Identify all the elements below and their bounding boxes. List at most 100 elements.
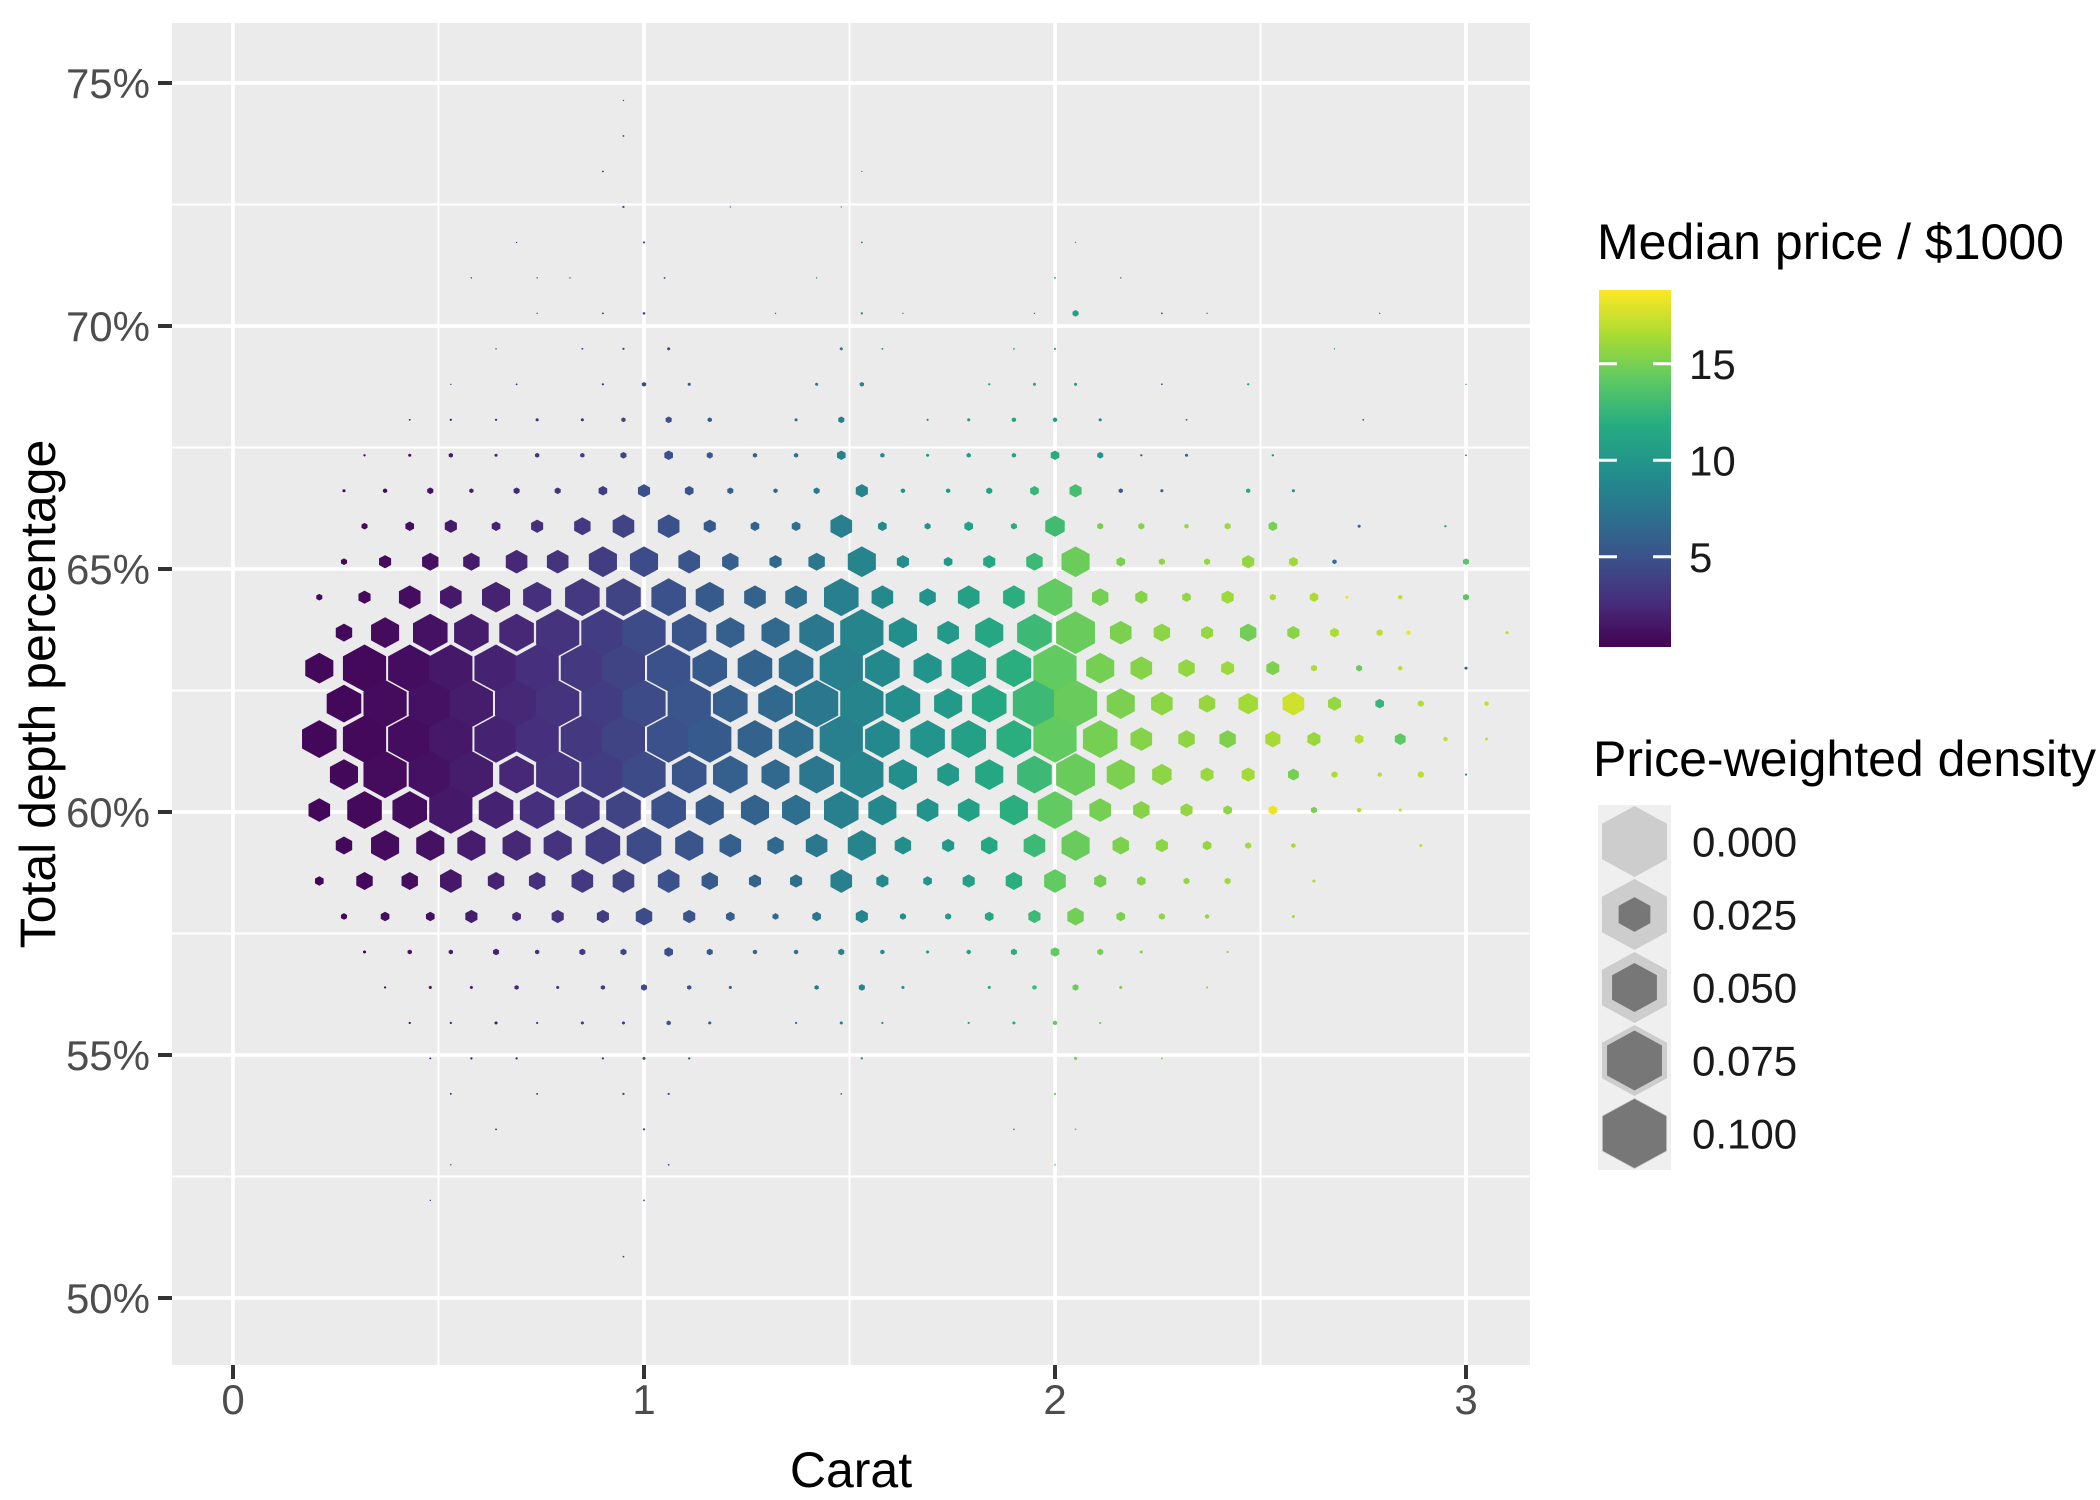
size-legend-label: 0.050 (1692, 965, 1797, 1012)
hexagon (858, 984, 865, 991)
hexagon (1291, 843, 1296, 848)
hexagon (536, 1092, 539, 1095)
hexagon (546, 549, 569, 574)
hexagon (878, 521, 887, 531)
hexagon (793, 949, 799, 955)
hexagon (729, 206, 731, 208)
hexagon (957, 585, 980, 610)
hexagon (1098, 418, 1102, 422)
hexagon (602, 312, 604, 315)
hexagon (444, 519, 457, 533)
legend-key-hexagon (1618, 897, 1651, 932)
hexagon (813, 487, 820, 495)
hexagon (1310, 664, 1317, 672)
hexagon (1012, 679, 1057, 728)
hexagon (1135, 590, 1148, 604)
hexagon (494, 1021, 498, 1025)
hexagon (1026, 552, 1043, 571)
hexagon (722, 552, 739, 571)
x-tick-label: 3 (1454, 1376, 1477, 1423)
hexagon (622, 205, 625, 209)
hexagon (1109, 620, 1132, 645)
hexagon (675, 830, 704, 861)
hexagon (621, 417, 626, 423)
hexagon (744, 585, 766, 610)
hexagon (840, 750, 884, 799)
colorbar-tick-label: 5 (1689, 534, 1712, 581)
hexagon (1056, 611, 1095, 654)
hexagon (1198, 694, 1216, 713)
hexagon (470, 277, 473, 279)
color-legend: Median price / $1000 5 10 15 (1597, 214, 2064, 647)
hexagon (1099, 1021, 1102, 1025)
hexagon (819, 715, 863, 763)
hexagon (847, 546, 876, 578)
hexagon (448, 949, 453, 955)
hexagon (687, 985, 692, 990)
hexagon (534, 949, 540, 955)
hexagon (814, 985, 819, 990)
hexagon (1464, 666, 1468, 670)
hexagon (1221, 661, 1235, 676)
hexagon (1056, 753, 1095, 796)
hexagon (585, 826, 621, 865)
hexagon (560, 715, 604, 763)
hexagon (1377, 772, 1382, 777)
hexagon (688, 1057, 691, 1060)
hexagon (449, 418, 452, 421)
hexagon (1074, 1056, 1078, 1061)
hexagon (1097, 948, 1104, 956)
hexagon (1204, 558, 1211, 566)
size-legend-label: 0.100 (1692, 1111, 1797, 1158)
hexagon (737, 720, 773, 759)
hexagon (967, 418, 971, 422)
hexagon (1033, 312, 1036, 315)
hexagon (791, 521, 801, 531)
hexagon (793, 452, 799, 458)
hexagon (975, 759, 1004, 790)
hexagon (1082, 720, 1118, 759)
hexagon (428, 985, 432, 990)
hexagon (642, 241, 646, 244)
hexagon (773, 488, 778, 494)
legend-key-hexagon (1607, 1030, 1662, 1091)
hexagon (840, 1092, 843, 1095)
hexagon (514, 985, 519, 990)
hexagon (1268, 805, 1278, 815)
hexagon (536, 277, 538, 279)
hexagon (1030, 486, 1039, 496)
hexagon (667, 1163, 670, 1166)
hexagon (474, 644, 518, 692)
hexagon (924, 522, 931, 530)
hexagon (528, 872, 546, 890)
hexagon (695, 581, 724, 613)
hexagon (1238, 692, 1258, 715)
hexagon (329, 759, 359, 790)
hexagon (706, 451, 713, 459)
hexagon (429, 1199, 431, 1202)
hexagon (560, 644, 604, 692)
hexagon (1052, 1020, 1058, 1026)
hexagon (1069, 484, 1082, 498)
hexagon (1023, 833, 1046, 858)
hexagon (812, 911, 821, 922)
hexagon (1017, 755, 1052, 794)
hexagon (571, 869, 594, 893)
axis-ticks (158, 81, 1468, 1379)
hexagon (515, 241, 518, 244)
hexagon (1201, 626, 1214, 640)
hexagon (382, 488, 388, 494)
hexagon (772, 913, 779, 920)
hexagon (666, 1020, 671, 1026)
hexagon (1053, 347, 1057, 351)
hexagon (342, 489, 346, 493)
hexagon (470, 1057, 473, 1060)
hexagon (782, 794, 811, 826)
hexagon (1247, 383, 1250, 386)
hexagon (1106, 688, 1135, 719)
hexagon (494, 418, 498, 421)
hexagon (622, 99, 625, 102)
hexagon (515, 644, 559, 692)
hexagon (1092, 588, 1109, 607)
hexagon (984, 911, 994, 922)
